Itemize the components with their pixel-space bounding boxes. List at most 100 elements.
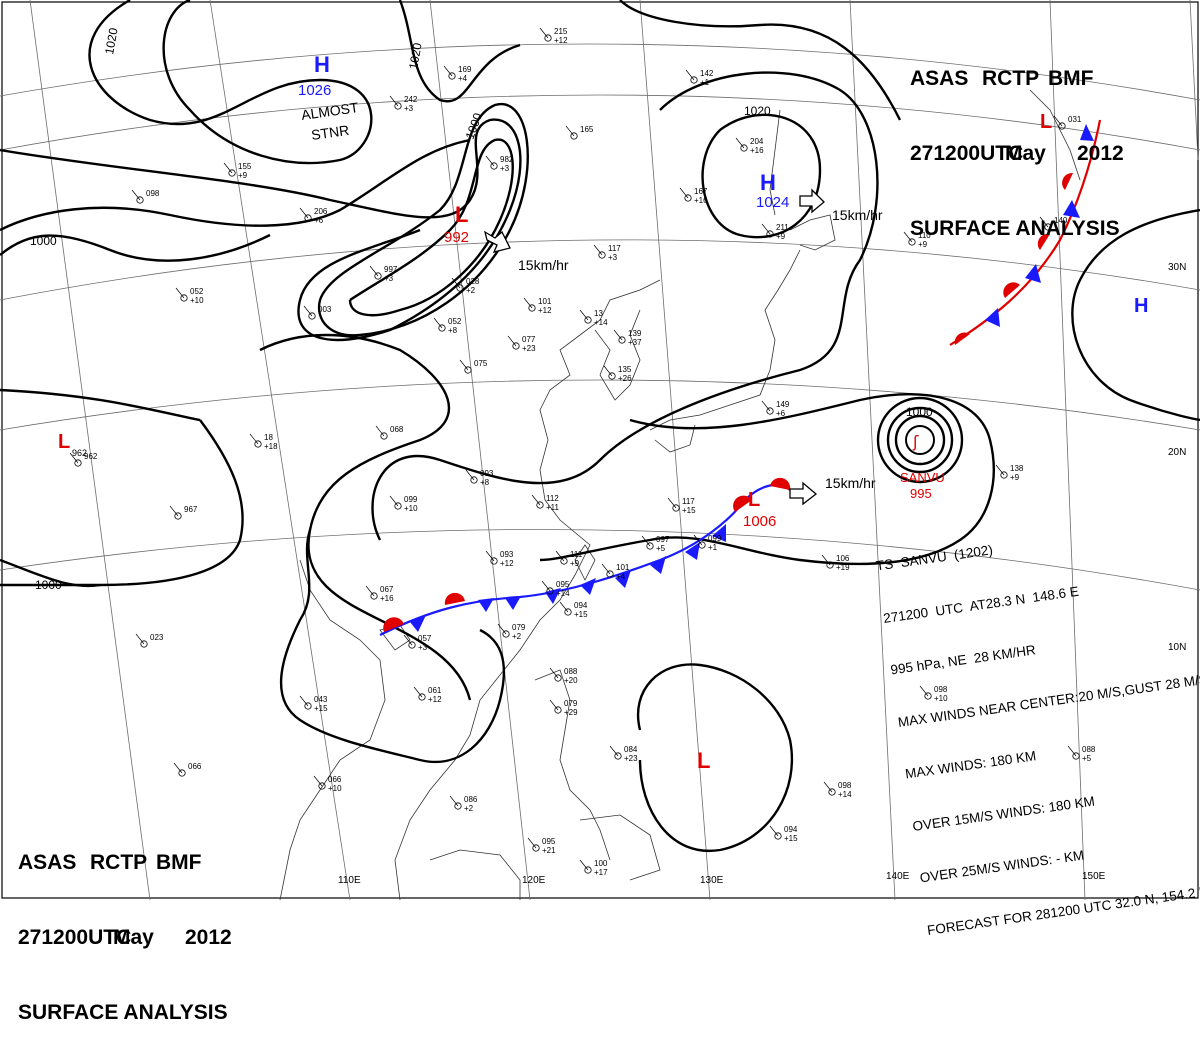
isobar-label-d: 1020 bbox=[744, 104, 771, 118]
station-tendency: +2 bbox=[464, 804, 474, 813]
wind-barb-icon bbox=[389, 495, 399, 507]
wind-barb-icon bbox=[451, 277, 461, 289]
station-pressure: 117 bbox=[682, 497, 695, 506]
station-pressure: 155 bbox=[238, 162, 252, 171]
coast-china bbox=[394, 279, 661, 900]
isobar-label-e: 1000 bbox=[30, 234, 57, 248]
station-pressure: 095 bbox=[542, 837, 556, 846]
station-plot: 142+1 bbox=[685, 69, 714, 87]
station-plot: 067+16 bbox=[365, 585, 394, 603]
station-pressure: 094 bbox=[574, 601, 588, 610]
wind-barb-icon bbox=[223, 162, 233, 174]
typhoon-name: SANVU bbox=[900, 470, 945, 485]
station-tendency: +23 bbox=[624, 754, 638, 763]
station-pressure: 079 bbox=[512, 623, 526, 632]
wind-barb-icon bbox=[603, 365, 613, 377]
wind-barb-icon bbox=[609, 745, 619, 757]
wind-barb-icon bbox=[579, 859, 589, 871]
station-plot: 967 bbox=[169, 505, 198, 520]
coast-indochina bbox=[279, 559, 386, 900]
station-circle-icon bbox=[546, 587, 554, 595]
station-plot: 138+9 bbox=[995, 464, 1024, 482]
typhoon-pressure: 995 bbox=[910, 486, 932, 501]
station-pressure: 149 bbox=[776, 400, 790, 409]
station-plot: 155+9 bbox=[223, 162, 252, 180]
station-pressure: 057 bbox=[418, 634, 432, 643]
movement-arrows bbox=[483, 188, 825, 506]
station-plot: 110+9 bbox=[903, 231, 931, 249]
station-plot: 206+6 bbox=[299, 207, 328, 225]
station-plot: 18+18 bbox=[249, 433, 278, 451]
station-tendency: +8 bbox=[480, 478, 490, 487]
station-circle-icon bbox=[608, 372, 616, 380]
station-tendency: +1 bbox=[708, 543, 718, 552]
wind-barb-icon bbox=[679, 187, 689, 199]
station-pressure: 139 bbox=[628, 329, 642, 338]
lon-label-110e: 110E bbox=[338, 875, 361, 886]
graticule-labels: 110E 120E 130E 140E 150E 30N 20N 10N bbox=[338, 262, 1186, 886]
station-tendency: +8 bbox=[448, 326, 458, 335]
wind-barb-icon bbox=[667, 497, 677, 509]
station-circle-icon bbox=[454, 802, 462, 810]
lon-label-140e: 140E bbox=[886, 871, 910, 882]
station-circle-icon bbox=[394, 102, 402, 110]
station-tendency: +12 bbox=[538, 306, 552, 315]
wind-barb-icon bbox=[821, 554, 831, 566]
station-tendency: +6 bbox=[776, 409, 786, 418]
station-plot: 031 bbox=[1053, 115, 1082, 130]
station-tendency: +1 bbox=[700, 78, 710, 87]
station-tendency: +9 bbox=[238, 171, 248, 180]
wind-barb-icon bbox=[449, 795, 459, 807]
station-tendency: +3 bbox=[384, 274, 394, 283]
station-pressure: 110 bbox=[918, 231, 931, 240]
station-circle-icon bbox=[554, 674, 562, 682]
station-circle-icon bbox=[614, 752, 622, 760]
station-pressure: 003 bbox=[318, 305, 332, 314]
isobar-labels: 1020 1020 1000 1020 1000 1000 1000 bbox=[30, 26, 933, 592]
high-n-symbol: H bbox=[314, 52, 330, 77]
lat-line-10n bbox=[0, 529, 1200, 591]
station-plot: 982+3 bbox=[485, 155, 514, 173]
station-pressure: 023 bbox=[150, 633, 164, 642]
station-circle-icon bbox=[564, 608, 572, 616]
station-circle-icon bbox=[74, 459, 82, 467]
bulletin-line-4: MAX WINDS NEAR CENTER:20 M/S,GUST 28 M/S bbox=[896, 671, 1200, 730]
header-year: 2012 bbox=[1077, 142, 1124, 165]
lon-line-120e bbox=[429, 0, 531, 900]
wind-barb-icon bbox=[313, 775, 323, 787]
station-pressure: 099 bbox=[404, 495, 418, 504]
station-plot: 095+14 bbox=[541, 580, 570, 598]
coast-mindanao bbox=[579, 814, 661, 881]
arrow-high-japan bbox=[799, 188, 825, 214]
station-circle-icon bbox=[646, 542, 654, 550]
wind-barb-icon bbox=[433, 317, 443, 329]
station-tendency: +9 bbox=[1010, 473, 1020, 482]
station-tendency: +16 bbox=[750, 146, 764, 155]
low-se-pressure: 1006 bbox=[743, 513, 776, 530]
station-circle-icon bbox=[598, 251, 606, 259]
station-pressure: 101 bbox=[616, 563, 630, 572]
bulletin-line-3: 995 hPa, NE 28 KM/HR bbox=[889, 642, 1037, 678]
wind-barb-icon bbox=[173, 762, 183, 774]
wind-barb-icon bbox=[369, 265, 379, 277]
station-plot: 077+23 bbox=[507, 335, 536, 353]
station-pressure: 169 bbox=[458, 65, 472, 74]
low-mongolia-symbol: L bbox=[455, 202, 468, 227]
station-plot: 13+14 bbox=[579, 309, 608, 327]
low-se-speed: 15km/hr bbox=[825, 475, 876, 491]
station-circle-icon bbox=[512, 342, 520, 350]
station-pressure: 242 bbox=[404, 95, 418, 104]
station-tendency: +26 bbox=[618, 374, 632, 383]
station-plot: 997+3 bbox=[369, 265, 398, 283]
station-plot: 052+8 bbox=[433, 317, 462, 335]
station-circle-icon bbox=[560, 557, 568, 565]
station-plot: 079+29 bbox=[549, 699, 578, 717]
station-plot: 098+14 bbox=[823, 781, 852, 799]
wind-barb-icon bbox=[761, 223, 771, 235]
lat-line-30n bbox=[0, 239, 1200, 301]
wind-barb-icon bbox=[389, 95, 399, 107]
station-pressure: 098 bbox=[838, 781, 852, 790]
station-plot: 043+15 bbox=[299, 695, 328, 713]
station-tendency: +4 bbox=[616, 572, 626, 581]
station-plot: 242+3 bbox=[389, 95, 418, 113]
